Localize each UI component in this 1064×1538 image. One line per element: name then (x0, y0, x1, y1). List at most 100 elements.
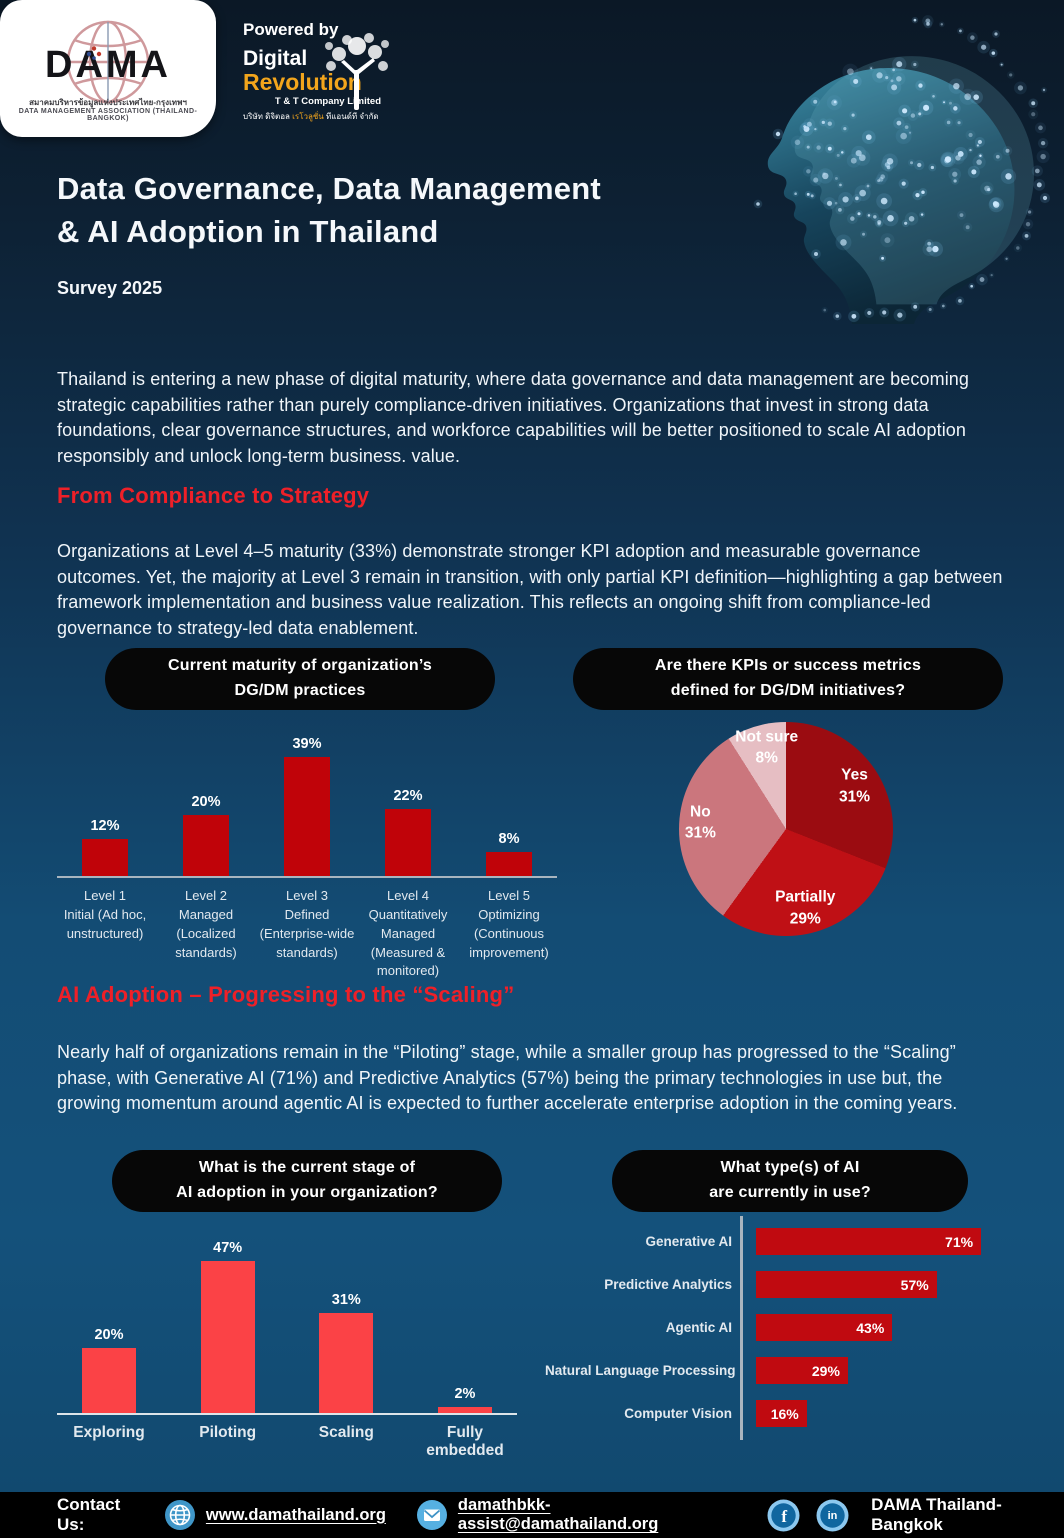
section-body-compliance: Organizations at Level 4–5 maturity (33%… (57, 541, 1003, 638)
hbar-row: Generative AI 71% (545, 1220, 1020, 1263)
pie-slice-label: Partially 29% (775, 888, 836, 928)
tree-icon (325, 33, 389, 110)
bar-category-label: Fully embedded (426, 1424, 504, 1459)
chart-kpis-title: Are there KPIs or success metrics define… (573, 648, 1003, 710)
bar (183, 815, 229, 876)
bar-value-label: 43% (856, 1319, 885, 1336)
dr-logo-digital: Digital (243, 47, 308, 70)
bar-category-label: Level 2 Managed (Localized standards) (175, 888, 237, 960)
intro-paragraph: Thailand is entering a new phase of digi… (57, 369, 970, 466)
section-heading-ai-adoption: AI Adoption – Progressing to the “Scalin… (57, 982, 515, 1007)
bar-value-label: 8% (498, 830, 520, 847)
chart-stage: What is the current stage of AI adoption… (57, 1150, 557, 1480)
bar: 29% (756, 1357, 848, 1384)
chart-types-title: What type(s) of AI are currently in use? (612, 1150, 968, 1212)
bar (319, 1312, 374, 1413)
contact-footer: Contact Us: www.damathailand.org damathb… (0, 1492, 1064, 1538)
dama-logo-dots-icon (86, 46, 102, 60)
chart-maturity: Current maturity of organization’s DG/DM… (57, 648, 557, 978)
email-link[interactable]: damathbkk-assist@damathailand.org (457, 1496, 659, 1533)
bar-category-label: Scaling (318, 1424, 374, 1441)
hbar-row: Computer Vision 16% (545, 1392, 1020, 1435)
website-link[interactable]: www.damathailand.org (205, 1505, 386, 1524)
bar-value-label: 22% (393, 787, 423, 804)
maturity-bar-group: 22% (360, 788, 456, 876)
chart-maturity-plot: 12% 20% 39% 22% 8% (57, 726, 557, 878)
bar-category-label: Computer Vision (624, 1406, 732, 1421)
maturity-bar-group: 20% (158, 794, 254, 876)
bar-category-label: Natural Language Processing (545, 1363, 736, 1378)
svg-text:in: in (828, 1510, 838, 1522)
dama-globe-icon (66, 20, 150, 104)
bar-category-label: Level 3 Defined (Enterprise-wide standar… (259, 888, 355, 960)
dr-logo-company: T & T Company Limited (274, 96, 381, 108)
bar-value-label: 47% (213, 1240, 243, 1257)
chart-maturity-category-labels: Level 1 Initial (Ad hoc, unstructured) Le… (57, 887, 557, 981)
facebook-icon[interactable]: f (767, 1499, 800, 1532)
stage-bar-group: 31% (294, 1292, 398, 1413)
bar (82, 1348, 136, 1413)
pie-slice-label: Yes 31% (838, 766, 870, 806)
page-title-line1: Data Governance, Data Management (57, 171, 601, 206)
chart-stage-title: What is the current stage of AI adoption… (112, 1150, 502, 1212)
section-body-ai-adoption: Nearly half of organizations remain in t… (57, 1042, 958, 1114)
maturity-bar-group: 39% (259, 736, 355, 876)
bar-value-label: 57% (900, 1276, 929, 1293)
bar (486, 851, 532, 876)
page-title: Data Governance, Data Management & AI Ad… (57, 168, 601, 254)
bar-value-label: 29% (811, 1362, 840, 1379)
hbar-row: Predictive Analytics 57% (545, 1263, 1020, 1306)
bar-category-label: Exploring (73, 1424, 145, 1441)
chart-kpis: Are there KPIs or success metrics define… (570, 648, 1007, 968)
dr-logo-revolution: Revolution (243, 69, 362, 96)
dama-wordmark: DAMA (45, 44, 171, 86)
chart-stage-plot: 20% 47% 31% 2% (57, 1228, 517, 1415)
bar-value-label: 2% (454, 1385, 476, 1402)
page-title-line2: & AI Adoption in Thailand (57, 213, 439, 249)
kpi-pie: Yes 31% Partially 29% No 31% Not sure 8% (679, 722, 893, 936)
bar-category-label: Predictive Analytics (604, 1277, 732, 1292)
bar-value-label: 31% (331, 1291, 361, 1308)
dama-thai-line: สมาคมบริหารข้อมูลแห่งประเทศไทย-กรุงเทพฯ (29, 98, 187, 107)
hbar-row: Agentic AI 43% (545, 1306, 1020, 1349)
bar-category-label: Level 5 Optimizing (Continuous improveme… (469, 888, 549, 960)
social-account-label: DAMA Thailand-Bangkok (871, 1495, 1002, 1534)
dama-caption: DATA MANAGEMENT ASSOCIATION (THAILAND-BA… (18, 108, 198, 122)
chart-types-axis-line (740, 1216, 743, 1440)
bar (385, 808, 431, 876)
hbar-row: Natural Language Processing 29% (545, 1349, 1020, 1392)
bar: 16% (756, 1400, 807, 1427)
pie-slice-label: Not sure 8% (735, 727, 799, 767)
bar-value-label: 16% (770, 1405, 799, 1422)
bar (200, 1261, 255, 1413)
bar-category-label: Generative AI (645, 1234, 732, 1249)
bar: 43% (756, 1314, 893, 1341)
bar-category-label: Level 1 Initial (Ad hoc, unstructured) (63, 888, 147, 941)
powered-by-label: Powered by (243, 20, 339, 39)
email-icon[interactable] (416, 1499, 448, 1531)
bar-category-label: Piloting (199, 1424, 257, 1441)
digital-revolution-logo: Digital Revolution T & T Company Limited… (243, 33, 393, 123)
svg-text:f: f (781, 1507, 787, 1526)
dama-logo-card: DAMA สมาคมบริหารข้อมูลแห่งประเทศไทย-กรุง… (0, 0, 216, 137)
bar-value-label: 20% (191, 794, 221, 810)
chart-types-plot: Generative AI 71% Predictive Analytics 57% A… (545, 1216, 1020, 1440)
linkedin-icon[interactable]: in (816, 1499, 849, 1532)
section-heading-compliance: From Compliance to Strategy (57, 483, 370, 508)
globe-icon[interactable] (164, 1499, 196, 1531)
dr-logo-thai-line: บริษัท ดิจิตอล เรโวลูชั่น ทีแอนด์ที จำกั… (243, 112, 379, 122)
bar-value-label: 71% (945, 1233, 974, 1250)
maturity-bar-group: 8% (461, 831, 557, 876)
bar-category-label: Agentic AI (665, 1320, 732, 1335)
bar: 71% (756, 1228, 982, 1255)
pie-slice-label: No 31% (684, 802, 716, 842)
chart-types: What type(s) of AI are currently in use?… (545, 1150, 1020, 1480)
bar (437, 1406, 492, 1413)
bar (284, 757, 330, 876)
bar-value-label: 39% (292, 736, 322, 753)
maturity-bar-group: 12% (57, 818, 153, 876)
bar-value-label: 12% (90, 818, 120, 835)
bar (82, 839, 128, 876)
contact-us-label: Contact Us: (57, 1495, 121, 1534)
